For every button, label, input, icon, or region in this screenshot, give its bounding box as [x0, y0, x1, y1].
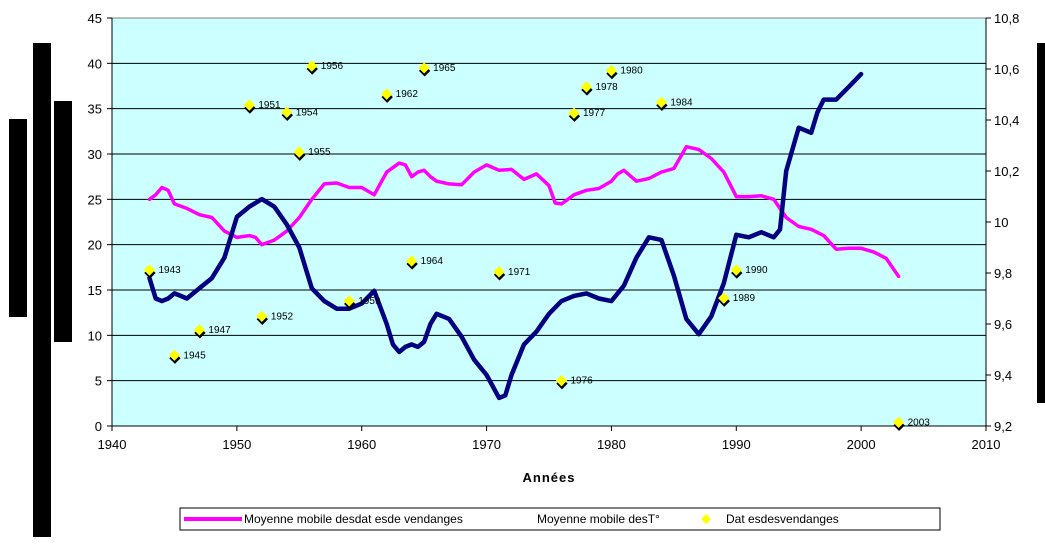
point-label: 1954 [296, 107, 319, 118]
left-tick-label: 30 [88, 147, 102, 162]
point-label: 1989 [733, 293, 756, 304]
data-point [168, 349, 181, 361]
left-bar-1 [33, 43, 51, 537]
point-label: 1947 [208, 325, 231, 336]
point-label: 1980 [620, 66, 643, 77]
right-tick-label: 10 [994, 215, 1008, 230]
left-tick-label: 5 [95, 374, 102, 389]
left-bar-2 [9, 119, 27, 317]
data-point [143, 264, 156, 276]
point-label: 1952 [271, 311, 294, 322]
right-axis: 9,2 9,4 9,6 9,8 10 10,2 10,4 10,6 10,8 [985, 11, 1019, 434]
point-label: 1959 [358, 296, 381, 307]
x-tick-label: 2010 [972, 437, 1001, 452]
series-line-1 [147, 71, 864, 401]
legend-label-0: Moyenne mobile desdat esde vendanges [244, 512, 463, 526]
legend-label-2: Dat esdesvendanges [726, 512, 839, 526]
x-tick-label: 1980 [597, 437, 626, 452]
legend-items: Moyenne mobile desdat esde vendanges Moye… [184, 512, 839, 526]
x-tick-label: 1950 [222, 437, 251, 452]
point-label: 1943 [158, 265, 181, 276]
right-tick-label: 9,6 [994, 317, 1012, 332]
right-bar [1037, 43, 1045, 403]
point-label: 1945 [183, 350, 206, 361]
x-tick-label: 1940 [98, 437, 127, 452]
legend-swatch-2 [701, 514, 711, 524]
point-label: 1951 [258, 100, 281, 111]
data-point [892, 416, 905, 429]
left-axis: 0 5 10 15 20 25 30 35 40 45 [88, 11, 113, 434]
left-tick-label: 20 [88, 238, 102, 253]
left-bar-3 [54, 101, 72, 342]
x-tick-label: 1990 [722, 437, 751, 452]
plot-area [111, 17, 987, 427]
point-label: 1984 [670, 97, 693, 108]
right-tick-label: 10,8 [994, 11, 1019, 26]
left-tick-label: 25 [88, 192, 102, 207]
points-layer: 1943 1945 1947 1951 1952 1954 1955 1956 1959 1962… [143, 60, 931, 432]
x-axis-title: Années [523, 470, 576, 485]
data-point [718, 292, 730, 304]
point-label: 1976 [570, 376, 593, 387]
data-point [343, 295, 355, 307]
data-point [293, 146, 305, 158]
x-tick-label: 1960 [347, 437, 376, 452]
point-label: 1962 [396, 89, 419, 100]
legend: Moyenne mobile desdat esde vendanges Moye… [179, 507, 941, 531]
right-tick-label: 10,4 [994, 113, 1019, 128]
point-label: 1955 [308, 147, 331, 158]
data-point [418, 62, 430, 74]
legend-label-1: Moyenne mobile desT° [537, 512, 660, 526]
right-tick-label: 9,4 [994, 368, 1012, 383]
data-point [493, 266, 505, 278]
point-label: 1971 [508, 267, 531, 278]
x-tick-label: 1970 [472, 437, 501, 452]
point-label: 1977 [583, 108, 606, 119]
point-label: 1978 [595, 82, 618, 93]
data-point [555, 375, 568, 387]
left-tick-label: 45 [88, 11, 102, 26]
point-label: 1956 [321, 61, 344, 72]
right-tick-label: 10,2 [994, 164, 1019, 179]
point-label: 2003 [908, 417, 931, 428]
left-tick-label: 0 [95, 419, 102, 434]
series-line-0 [147, 144, 901, 279]
left-tick-label: 35 [88, 102, 102, 117]
x-tick-label: 2000 [847, 437, 876, 452]
point-label: 1965 [433, 63, 456, 74]
series-layer [147, 71, 901, 401]
point-label: 1964 [421, 256, 444, 267]
legend-box [179, 507, 941, 531]
data-point [193, 324, 206, 336]
left-tick-label: 40 [88, 56, 102, 71]
data-point [406, 255, 418, 267]
right-tick-label: 10,6 [994, 62, 1019, 77]
right-tick-label: 9,8 [994, 266, 1012, 281]
left-tick-label: 15 [88, 283, 102, 298]
x-axis: 1940 1950 1960 1970 1980 1990 2000 2010 [98, 425, 1001, 452]
data-point [730, 264, 742, 276]
point-label: 1990 [745, 265, 768, 276]
left-tick-label: 10 [88, 328, 102, 343]
right-tick-label: 9,2 [994, 419, 1012, 434]
data-point [256, 310, 268, 322]
